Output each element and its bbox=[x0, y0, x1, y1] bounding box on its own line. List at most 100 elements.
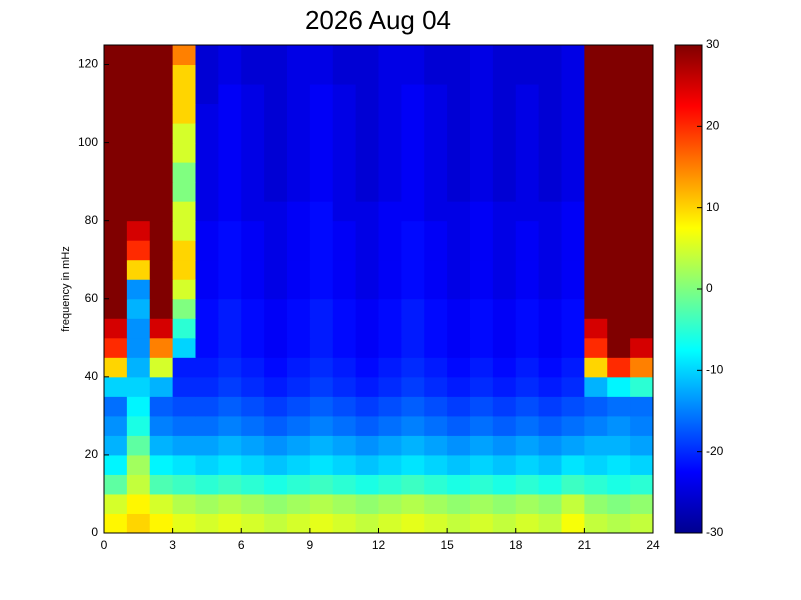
heatmap-cell bbox=[195, 259, 219, 280]
heatmap-cell bbox=[515, 201, 540, 222]
heatmap-cell bbox=[470, 357, 494, 378]
heatmap-cell bbox=[492, 162, 517, 183]
heatmap-cell bbox=[447, 123, 471, 144]
heatmap-cell bbox=[561, 298, 585, 319]
heatmap-cell bbox=[218, 64, 242, 85]
heatmap-cell bbox=[287, 64, 311, 85]
heatmap-cell bbox=[447, 318, 471, 339]
heatmap-cell bbox=[332, 337, 357, 358]
heatmap-cell bbox=[332, 454, 357, 475]
heatmap-cell bbox=[492, 240, 517, 261]
heatmap-cell bbox=[584, 201, 608, 222]
heatmap-cell bbox=[584, 376, 608, 397]
heatmap-cell bbox=[287, 318, 311, 339]
heatmap-cell bbox=[355, 513, 379, 534]
heatmap-cell bbox=[126, 142, 151, 163]
heatmap-cell bbox=[584, 123, 608, 144]
heatmap-cell bbox=[630, 474, 654, 495]
heatmap-cell bbox=[241, 201, 265, 222]
heatmap-cell bbox=[309, 64, 334, 85]
heatmap-cell bbox=[355, 396, 379, 417]
heatmap-cell bbox=[447, 396, 471, 417]
heatmap-cell bbox=[492, 103, 517, 124]
x-tick-label: 6 bbox=[238, 538, 245, 552]
y-axis-label: frequency in mHz bbox=[60, 246, 72, 332]
heatmap-cell bbox=[630, 279, 654, 300]
heatmap-cell bbox=[332, 318, 357, 339]
heatmap-cell bbox=[149, 162, 174, 183]
heatmap-cell bbox=[424, 279, 448, 300]
heatmap-cell bbox=[241, 103, 265, 124]
heatmap-cell bbox=[424, 298, 448, 319]
heatmap-cell bbox=[104, 435, 128, 456]
x-tick-label: 0 bbox=[101, 538, 108, 552]
heatmap-cell bbox=[447, 376, 471, 397]
heatmap-cell bbox=[126, 415, 151, 436]
heatmap-cell bbox=[264, 103, 288, 124]
heatmap-cell bbox=[104, 357, 128, 378]
heatmap-cell bbox=[287, 45, 311, 66]
heatmap-cell bbox=[309, 474, 334, 495]
heatmap-cell bbox=[401, 259, 425, 280]
heatmap-cell bbox=[241, 298, 265, 319]
heatmap-cell bbox=[309, 220, 334, 241]
heatmap-cell bbox=[309, 201, 334, 222]
heatmap-cell bbox=[218, 357, 242, 378]
heatmap-cell bbox=[447, 240, 471, 261]
heatmap-cell bbox=[401, 279, 425, 300]
heatmap-cell bbox=[470, 513, 494, 534]
heatmap-cell bbox=[309, 493, 334, 514]
heatmap-cell bbox=[630, 162, 654, 183]
heatmap-cell bbox=[470, 474, 494, 495]
heatmap-cell bbox=[424, 435, 448, 456]
heatmap-cell bbox=[561, 123, 585, 144]
heatmap-cell bbox=[355, 64, 379, 85]
heatmap-cell bbox=[470, 298, 494, 319]
heatmap-cell bbox=[355, 435, 379, 456]
heatmap-cell bbox=[126, 240, 151, 261]
heatmap-cell bbox=[218, 162, 242, 183]
heatmap-cell bbox=[584, 396, 608, 417]
heatmap-cell bbox=[401, 240, 425, 261]
heatmap-cell bbox=[309, 454, 334, 475]
heatmap-cell bbox=[470, 123, 494, 144]
heatmap-cell bbox=[630, 415, 654, 436]
heatmap-cell bbox=[126, 493, 151, 514]
heatmap-cell bbox=[104, 162, 128, 183]
heatmap-cell bbox=[492, 84, 517, 105]
heatmap-cell bbox=[104, 493, 128, 514]
colorbar-tick-label: 0 bbox=[706, 281, 713, 295]
heatmap-cell bbox=[104, 181, 128, 202]
heatmap-cell bbox=[401, 201, 425, 222]
heatmap-cell bbox=[401, 84, 425, 105]
heatmap-cell bbox=[538, 220, 562, 241]
colorbar-tick-label: 30 bbox=[706, 37, 720, 51]
heatmap-cell bbox=[126, 435, 151, 456]
heatmap-cell bbox=[172, 142, 196, 163]
heatmap-cell bbox=[470, 454, 494, 475]
heatmap-cell bbox=[264, 162, 288, 183]
heatmap-cell bbox=[538, 240, 562, 261]
heatmap-cell bbox=[378, 279, 402, 300]
heatmap-cell bbox=[515, 259, 540, 280]
heatmap-cell bbox=[424, 493, 448, 514]
heatmap-cell bbox=[515, 142, 540, 163]
heatmap-cell bbox=[149, 454, 174, 475]
heatmap-cell bbox=[172, 84, 196, 105]
chart-title: 2026 Aug 04 bbox=[305, 5, 451, 35]
heatmap-cell bbox=[630, 435, 654, 456]
heatmap-cell bbox=[561, 220, 585, 241]
heatmap-cell bbox=[195, 181, 219, 202]
heatmap-cell bbox=[401, 415, 425, 436]
heatmap-cell bbox=[492, 454, 517, 475]
heatmap-cell bbox=[447, 279, 471, 300]
heatmap-cell bbox=[492, 493, 517, 514]
heatmap-cell bbox=[492, 513, 517, 534]
heatmap-cell bbox=[630, 220, 654, 241]
heatmap-cell bbox=[378, 103, 402, 124]
heatmap-cell bbox=[515, 435, 540, 456]
heatmap-cell bbox=[470, 220, 494, 241]
heatmap-cell bbox=[309, 259, 334, 280]
heatmap-cell bbox=[401, 298, 425, 319]
